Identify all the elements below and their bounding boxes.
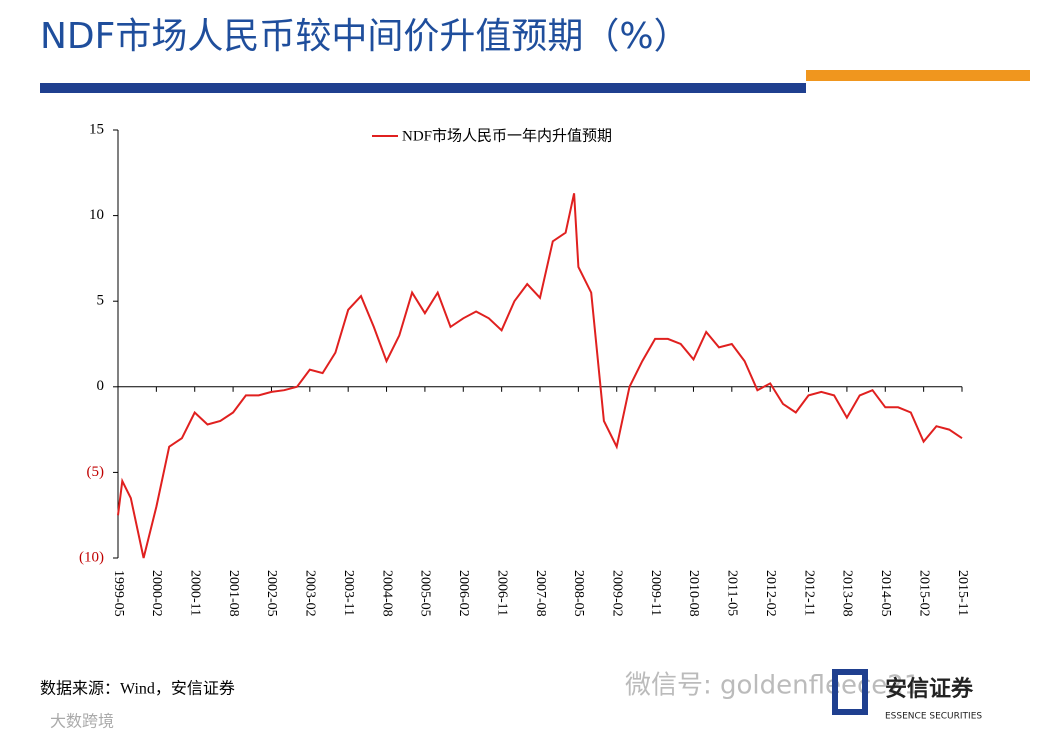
x-tick-label: 2007-08 [533,570,548,617]
x-tick-label: 2002-05 [264,570,279,617]
y-tick-label: 15 [89,121,104,137]
source: 数据来源：Wind，安信证券 [40,680,235,698]
x-tick-label: 2015-02 [916,570,931,617]
x-tick-label: 2006-02 [456,570,471,617]
x-tick-label: 2008-05 [571,570,586,617]
x-tick-label: 2000-02 [149,570,164,617]
y-tick-label: 10 [89,207,104,223]
logo-name: 安信证券 [885,676,974,702]
x-tick-label: 2006-11 [494,570,509,616]
x-tick-label: 2013-08 [840,570,855,617]
x-tick-label: 2004-08 [379,570,394,617]
x-tick-label: 2000-11 [188,570,203,616]
x-tick-label: 2015-11 [955,570,970,616]
corner-mark: 大数跨境 [50,712,114,731]
x-tick-label: 2003-11 [341,570,356,616]
x-tick-label: 2001-08 [226,570,241,617]
x-tick-label: 2012-11 [801,570,816,616]
x-tick-label: 2014-05 [878,570,893,617]
title-bar [40,83,806,93]
accent-bar [806,70,1030,81]
chart-title: NDF市场人民币较中间价升值预期（%） [40,16,690,57]
y-tick-label: 5 [97,293,105,309]
watermark: 微信号: goldenfleece21 [625,671,920,701]
y-tick-label: (5) [87,464,105,480]
y-tick-label: 0 [97,378,105,394]
data-line [117,193,963,559]
logo-subtitle: ESSENCE SECURITIES [885,712,982,722]
x-tick-label: 2009-11 [648,570,663,616]
x-tick-label: 1999-05 [111,570,126,617]
x-tick-label: 2003-02 [303,570,318,617]
x-tick-label: 2005-05 [418,570,433,617]
x-tick-label: 2011-05 [725,570,740,616]
y-tick-label: (10) [79,549,104,565]
logo-icon [832,669,868,715]
legend-label: NDF市场人民币一年内升值预期 [402,127,612,144]
x-tick-label: 2009-02 [610,570,625,617]
x-tick-label: 2010-08 [686,570,701,617]
x-tick-label: 2012-02 [763,570,778,617]
